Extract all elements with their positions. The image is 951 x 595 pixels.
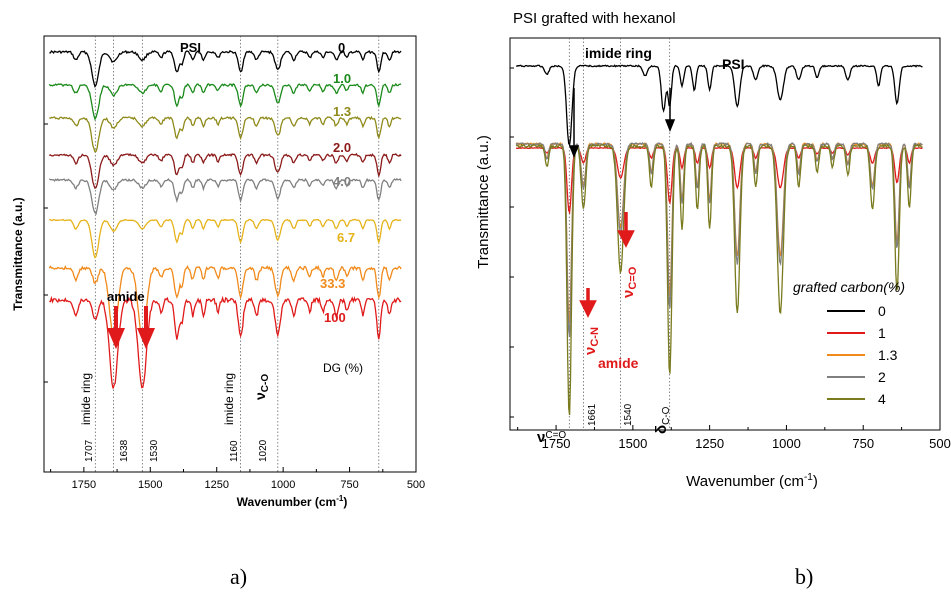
panel-a-xtick-label: 750 [340,479,358,491]
panel-b-imide-ring-label: imide ring [585,45,652,61]
panel-b-title: PSI grafted with hexanol [513,10,676,27]
panel-a-imide-ring-label-1: imide ring [79,373,93,425]
panel-a-y-label: Transmittance (a.u.) [11,197,25,310]
panel-a-wn-1160: 1160 [229,440,240,462]
panel-b-wn-1540: 1540 [623,403,634,426]
panel-a-legend-label-1.3: 1.3 [333,104,351,119]
panel-a-legend-label-0: 0 [338,40,345,55]
panel-b-series-4 [515,142,923,416]
panel-b-delta-label: δC-O [653,406,672,434]
panel-b-xtick-label: 750 [852,436,874,451]
panel-b-series [515,64,923,416]
panel-b-arrow-co [617,212,635,248]
panel-a-xtick-label: 1250 [204,479,228,491]
panel-a-y-ticks [44,123,48,383]
panel-b-plot-frame [509,37,941,431]
panel-a-amide-label: amide [107,289,145,304]
panel-b-legend-label-2: 2 [878,369,886,385]
panel-a-series-2.0 [48,152,402,190]
panel-a-wn-1530: 1530 [149,439,160,462]
panel-b-psi-label: PSI [722,56,745,72]
panel-a-x-ticks: 1750 1500 1250 1000 750 500 [50,467,425,491]
panel-a-legend-label-4.0: 4.0 [333,174,351,189]
panel-b-legend: 0 1 1.3 2 4 [827,303,898,407]
panel-b-arrow-1380 [664,88,676,133]
panel-b-caption: b) [795,564,813,589]
panel-a-amide-arrow-right [136,306,156,350]
panel-b-legend-label-4: 4 [878,391,886,407]
panel-a-wn-1638: 1638 [119,439,130,462]
panel-a-xtick-label: 1750 [72,479,96,491]
panel-b-legend-label-0: 0 [878,303,886,319]
panel-a-series-6.7 [49,218,402,259]
panel-a-series [48,49,402,389]
panel-b-arrow-cn [579,288,597,318]
panel-a-x-label: Wavenumber (cm-1) [237,494,348,509]
panel-b-xtick-label: 500 [929,436,951,451]
panel-a-amide-arrow-left [106,306,126,350]
panel-a-legend-label-33.3: 33.3 [320,276,345,291]
panel-a-legend-label-100: 100 [324,310,346,325]
panel-a-series-4.0 [48,177,402,216]
panel-a-wn-1020: 1020 [258,439,269,462]
panel-a-nu-co-label: νC-O [252,374,271,400]
panel-a-wn-1707: 1707 [84,439,95,462]
panel-b-x-ticks: 1750 1500 1250 1000 750 500 [517,425,951,451]
panel-a-xtick-label: 1500 [138,479,162,491]
panel-b-series-0 [515,64,923,147]
panel-a-caption: a) [230,564,247,589]
panel-b-xtick-label: 1250 [695,436,724,451]
panel-a-xtick-label: 500 [407,479,425,491]
panel-a-imide-ring-label-2: imide ring [222,373,236,425]
panel-b-nu-cn-label: νC-N [582,327,601,355]
panel-b-x-label: Wavenumber (cm-1) [686,472,818,490]
panel-b-y-ticks [510,67,514,418]
panel-b: PSI grafted with hexanol 1750 1500 1250 100… [475,10,951,589]
panel-b-arrow-1707 [568,88,580,159]
panel-b-xtick-label: 1500 [618,436,647,451]
panel-b-nu-co-label: νC=O [537,429,566,446]
panel-b-xtick-label: 1750 [542,436,571,451]
panel-a-series-1.0 [48,82,402,121]
panel-a-reference-lines [94,36,380,472]
panel-a-series-100 [49,295,402,389]
panel-a-series-33.3 [48,264,402,337]
panel-a-series-0 [49,49,402,88]
panel-b-series-1.3 [515,141,923,324]
panel-b-legend-title: grafted carbon(%) [793,279,905,295]
panel-a-legend: 0 1.0 1.3 2.0 4.0 6.7 33.3 100 [320,40,355,325]
panel-b-series-1 [516,146,923,215]
panel-b-series-2 [515,141,923,338]
panel-a-legend-label-2.0: 2.0 [333,140,351,155]
panel-a-legend-title: DG (%) [323,361,363,375]
panel-b-nu-co2-label: νC=O [620,266,639,298]
panel-a-xtick-label: 1000 [271,479,295,491]
panel-a-legend-label-6.7: 6.7 [337,230,355,245]
panel-b-legend-label-1.3: 1.3 [878,347,898,363]
panel-b-wn-1661: 1661 [587,403,598,426]
panel-b-y-label: Transmittance (a.u.) [475,135,492,269]
panel-b-xtick-label: 1000 [772,436,801,451]
panel-b-amide-label: amide [598,355,639,371]
panel-a-series-1.3 [49,115,402,153]
panel-a-legend-label-1.0: 1.0 [333,71,351,86]
panel-b-legend-label-1: 1 [878,325,886,341]
panel-a-psi-label: PSI [180,40,201,55]
panel-a-plot-frame [43,35,417,473]
panel-a: 1750 1500 1250 1000 750 500 Transmittance (a.… [11,35,425,589]
